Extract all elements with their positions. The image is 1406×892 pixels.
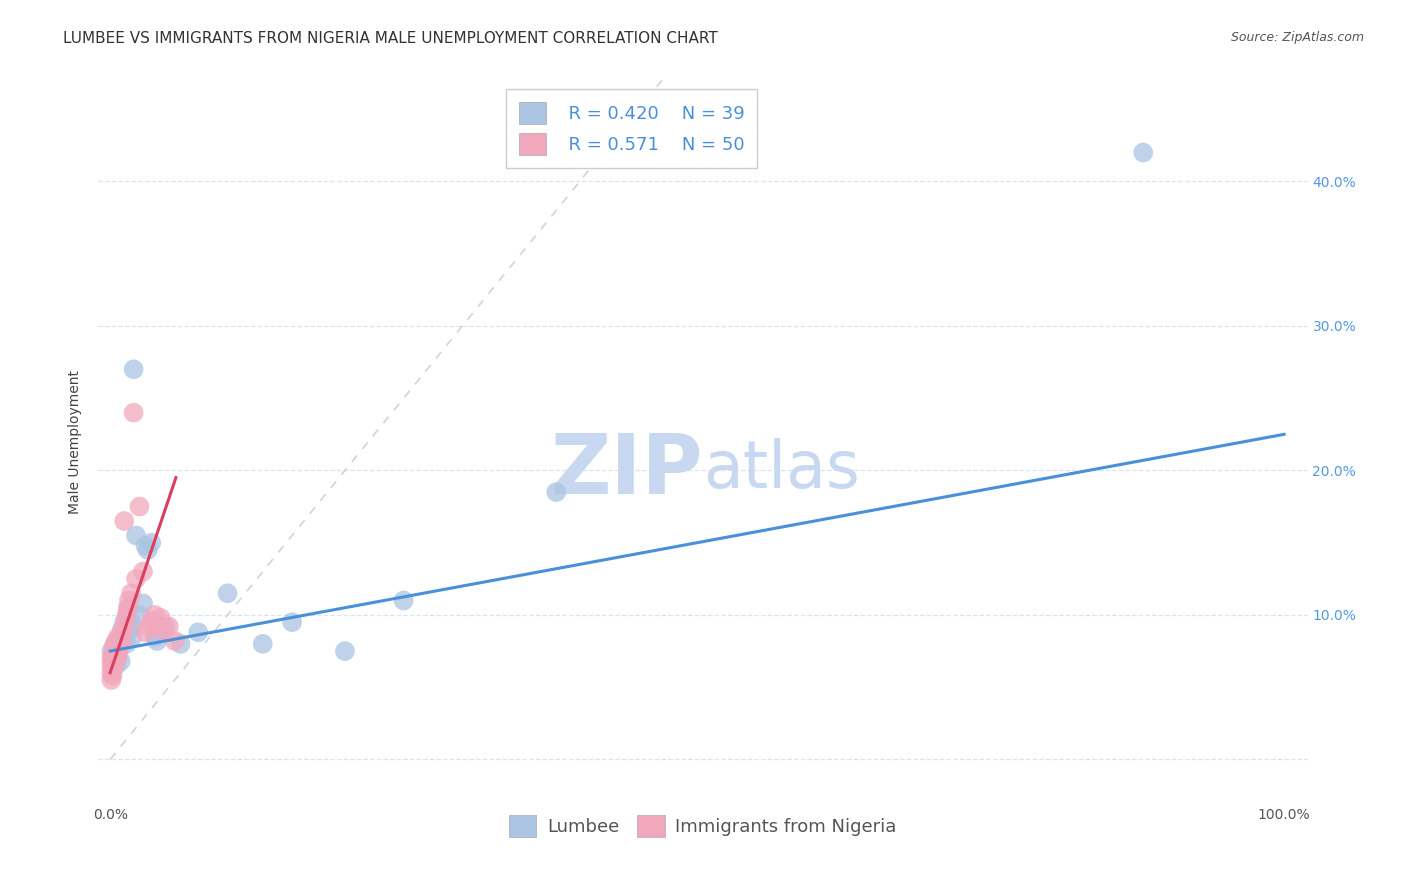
Point xyxy=(157,619,180,633)
Point xyxy=(169,637,191,651)
Point xyxy=(128,607,150,622)
Point xyxy=(114,615,136,630)
Point xyxy=(122,406,145,420)
Point xyxy=(110,630,132,644)
Point xyxy=(153,625,176,640)
Point xyxy=(107,644,129,658)
Point xyxy=(120,586,142,600)
Point xyxy=(141,614,163,628)
Point xyxy=(100,651,122,665)
Point xyxy=(101,654,124,668)
Point xyxy=(114,625,136,640)
Point xyxy=(155,619,177,633)
Point xyxy=(108,634,131,648)
Point xyxy=(115,607,138,622)
Y-axis label: Male Unemployment: Male Unemployment xyxy=(69,369,83,514)
Point xyxy=(141,535,163,549)
Point xyxy=(103,648,125,663)
Point xyxy=(281,615,304,630)
Point xyxy=(105,651,128,665)
Point xyxy=(217,586,239,600)
Point xyxy=(107,637,129,651)
Point xyxy=(104,640,127,654)
Point xyxy=(546,485,568,500)
Point xyxy=(112,514,135,528)
Point xyxy=(125,572,148,586)
Point xyxy=(101,668,124,682)
Point xyxy=(252,637,274,651)
Text: atlas: atlas xyxy=(703,439,859,502)
Point xyxy=(333,644,356,658)
Point xyxy=(105,640,128,654)
Point xyxy=(105,634,128,648)
Point xyxy=(104,648,127,663)
Point xyxy=(122,362,145,376)
Point xyxy=(105,648,128,663)
Point xyxy=(120,623,142,637)
Point xyxy=(128,500,150,514)
Point xyxy=(121,630,143,644)
Point xyxy=(115,637,138,651)
Point xyxy=(105,637,128,651)
Point xyxy=(111,625,134,640)
Point xyxy=(101,648,124,663)
Point xyxy=(125,528,148,542)
Point xyxy=(143,630,166,644)
Point xyxy=(112,615,135,630)
Point xyxy=(143,607,166,622)
Point xyxy=(132,565,155,579)
Point xyxy=(103,644,125,658)
Point xyxy=(101,654,124,668)
Point xyxy=(118,600,141,615)
Point xyxy=(392,593,415,607)
Point xyxy=(107,640,129,654)
Point xyxy=(103,658,125,673)
Text: LUMBEE VS IMMIGRANTS FROM NIGERIA MALE UNEMPLOYMENT CORRELATION CHART: LUMBEE VS IMMIGRANTS FROM NIGERIA MALE U… xyxy=(63,31,718,46)
Point xyxy=(118,593,141,607)
Point xyxy=(100,665,122,680)
Point xyxy=(100,673,122,687)
Point xyxy=(117,600,139,615)
Point xyxy=(104,654,127,668)
Point xyxy=(100,658,122,673)
Point xyxy=(105,651,128,665)
Point xyxy=(149,623,172,637)
Point xyxy=(110,654,132,668)
Point xyxy=(100,644,122,658)
Point xyxy=(105,644,128,658)
Point xyxy=(112,623,135,637)
Point xyxy=(103,651,125,665)
Point xyxy=(163,634,186,648)
Point xyxy=(110,637,132,651)
Point xyxy=(108,634,131,648)
Point xyxy=(1132,145,1154,160)
Point xyxy=(103,640,125,654)
Point xyxy=(149,611,172,625)
Point xyxy=(138,619,160,633)
Point xyxy=(108,640,131,654)
Point xyxy=(105,658,128,673)
Point xyxy=(107,630,129,644)
Point xyxy=(132,596,155,610)
Point xyxy=(111,623,134,637)
Point xyxy=(111,634,134,648)
Point xyxy=(117,607,139,622)
Text: ZIP: ZIP xyxy=(551,430,703,511)
Point xyxy=(146,634,169,648)
Point xyxy=(112,630,135,644)
Point xyxy=(101,663,124,677)
Point xyxy=(134,539,156,553)
Point xyxy=(136,542,159,557)
Point xyxy=(104,637,127,651)
Point xyxy=(146,618,169,632)
Point xyxy=(134,625,156,640)
Legend: Lumbee, Immigrants from Nigeria: Lumbee, Immigrants from Nigeria xyxy=(502,808,904,845)
Text: Source: ZipAtlas.com: Source: ZipAtlas.com xyxy=(1230,31,1364,45)
Point xyxy=(120,615,142,630)
Point xyxy=(187,625,209,640)
